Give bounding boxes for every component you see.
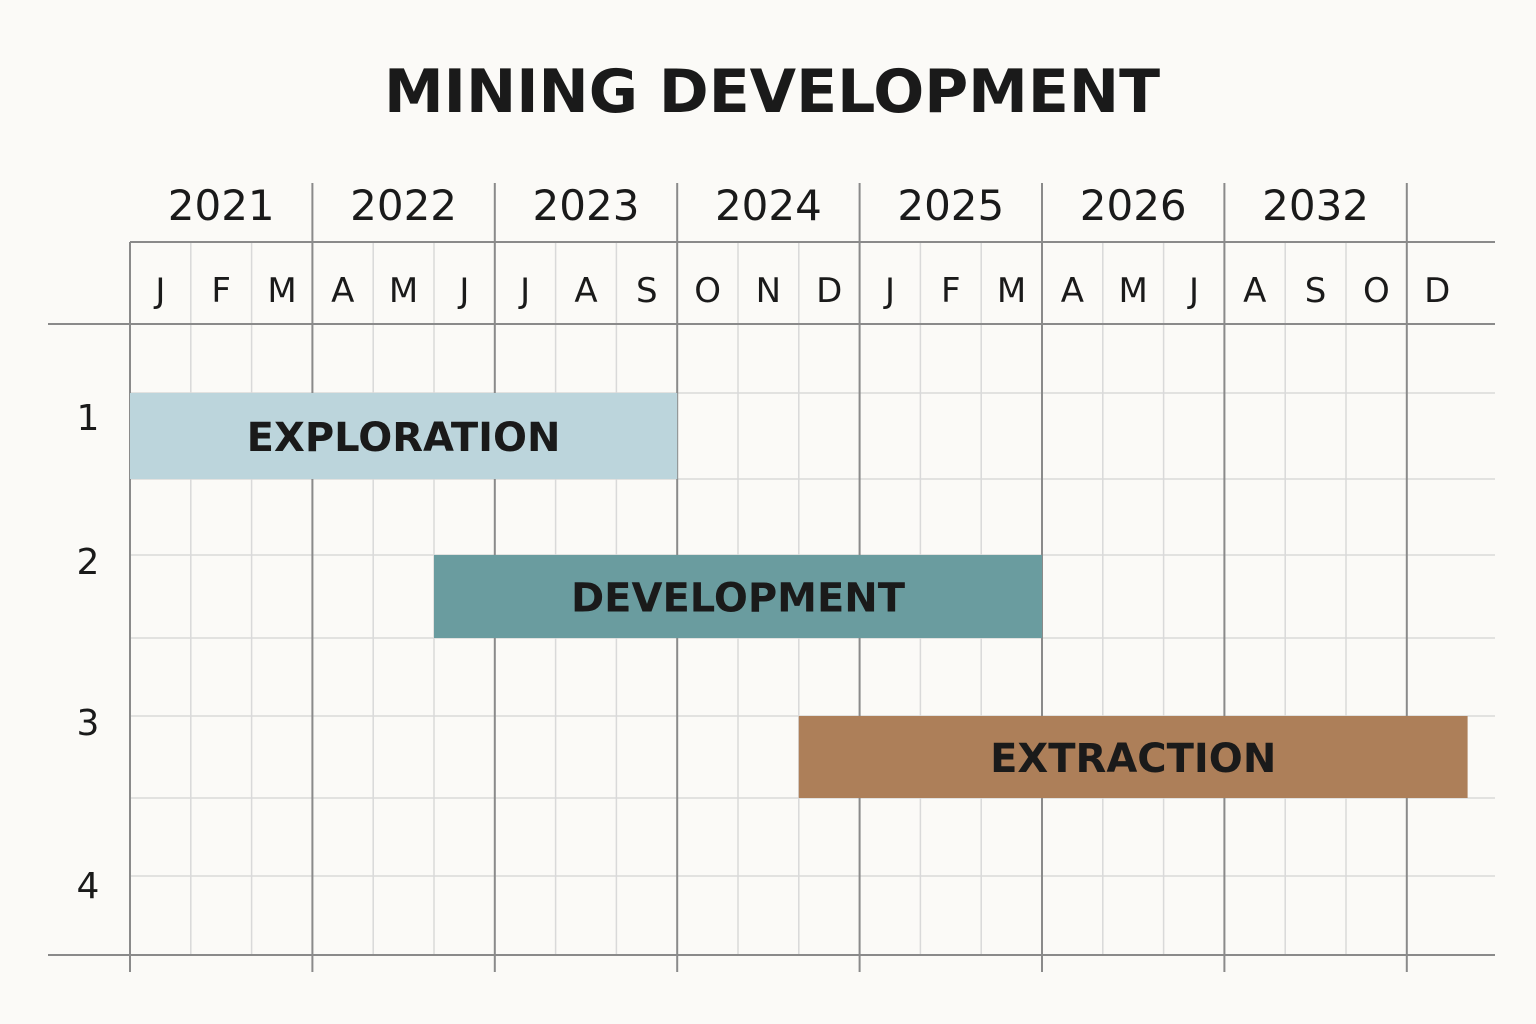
- year-label: 2032: [1262, 181, 1369, 230]
- task-label: DEVELOPMENT: [571, 576, 906, 622]
- month-label: J: [883, 271, 895, 311]
- month-label: J: [153, 271, 165, 311]
- month-label: A: [1061, 271, 1084, 311]
- task-bar-extraction: [798, 716, 1468, 798]
- month-label: M: [389, 271, 418, 311]
- month-label: F: [941, 271, 961, 311]
- task-label: EXTRACTION: [990, 736, 1276, 782]
- task-bars: EXPLORATION DEVELOPMENT EXTRACTION: [130, 393, 1468, 798]
- month-label: F: [211, 271, 231, 311]
- month-label: A: [574, 271, 597, 311]
- year-label: 2026: [1080, 181, 1187, 230]
- month-label: M: [1119, 271, 1148, 311]
- month-label: S: [1305, 271, 1327, 311]
- year-label: 2021: [168, 181, 275, 230]
- row-label: 4: [77, 866, 100, 907]
- month-label: D: [816, 271, 842, 311]
- month-label: J: [457, 271, 469, 311]
- month-label: O: [694, 271, 721, 311]
- task-bar-development: [434, 555, 1042, 638]
- year-label: 2023: [533, 181, 640, 230]
- year-label: 2025: [897, 181, 1004, 230]
- task-bar-exploration: [130, 393, 678, 479]
- row-label: 2: [77, 542, 100, 583]
- year-label: 2022: [350, 181, 457, 230]
- row-label: 1: [77, 398, 100, 439]
- month-label: M: [997, 271, 1026, 311]
- month-label: S: [636, 271, 658, 311]
- month-label: J: [1187, 271, 1199, 311]
- month-label: M: [267, 271, 296, 311]
- month-label: A: [1243, 271, 1266, 311]
- month-label: O: [1363, 271, 1390, 311]
- month-label: A: [331, 271, 354, 311]
- month-label: D: [1424, 271, 1450, 311]
- row-label: 3: [77, 703, 100, 744]
- chart-title: MINING DEVELOPMENT: [384, 57, 1160, 127]
- year-label: 2024: [715, 181, 822, 230]
- month-label: J: [518, 271, 530, 311]
- month-label: N: [756, 271, 781, 311]
- task-label: EXPLORATION: [247, 415, 561, 461]
